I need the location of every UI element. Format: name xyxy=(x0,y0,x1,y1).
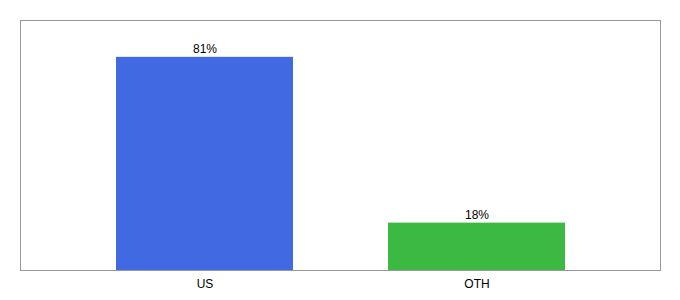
svg-text:18%: 18% xyxy=(465,208,489,222)
svg-text:US: US xyxy=(197,277,214,291)
svg-text:OTH: OTH xyxy=(464,277,489,291)
svg-text:81%: 81% xyxy=(193,42,217,56)
